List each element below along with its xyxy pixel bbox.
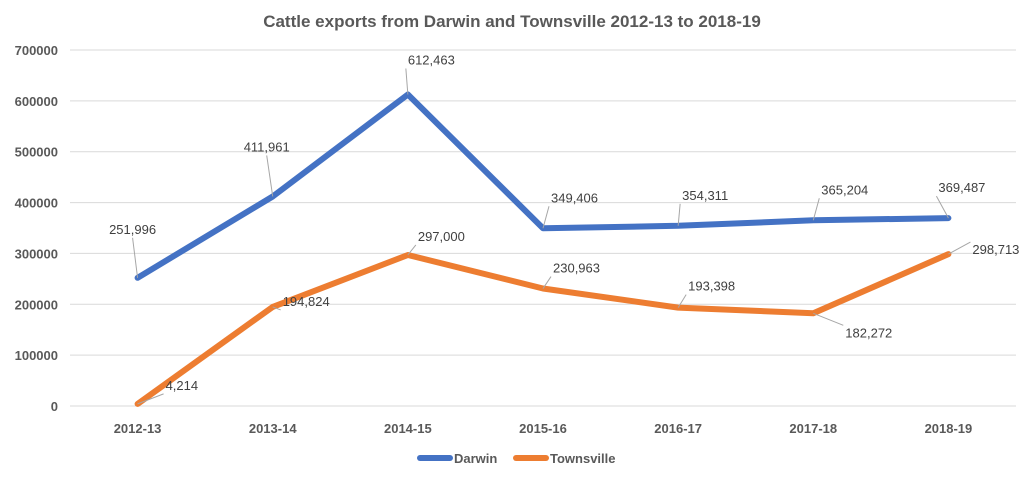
x-tick-label: 2015-16	[519, 421, 567, 436]
legend-label: Townsville	[550, 451, 616, 466]
data-labels: 251,996 411,961 612,463 349,406 354,311 365,2…	[109, 53, 1019, 405]
data-label: 411,961	[244, 139, 290, 154]
y-tick-label: 700000	[15, 43, 58, 58]
y-tick-label: 600000	[15, 94, 58, 109]
label-leader-line	[542, 276, 552, 289]
y-tick-label: 400000	[15, 196, 58, 211]
y-axis-ticks: 0 100000 200000 300000 400000 500000 600000 700…	[15, 43, 58, 414]
x-tick-label: 2017-18	[789, 421, 837, 436]
data-label: 251,996	[109, 222, 156, 237]
y-tick-label: 0	[51, 399, 58, 414]
data-label: 182,272	[845, 325, 892, 340]
y-tick-label: 100000	[15, 348, 58, 363]
label-leader-line	[405, 68, 409, 95]
legend: Darwin Townsville	[417, 451, 616, 466]
y-tick-label: 500000	[15, 145, 58, 160]
data-label: 4,214	[166, 378, 199, 393]
label-leader-line	[812, 198, 820, 221]
data-label: 612,463	[408, 53, 455, 68]
label-leader-line	[132, 237, 139, 278]
y-tick-label: 300000	[15, 246, 58, 261]
data-label: 349,406	[551, 190, 598, 205]
data-label: 194,824	[283, 294, 330, 309]
data-label: 369,487	[938, 180, 985, 195]
label-leader-line	[542, 206, 550, 229]
data-label: 230,963	[553, 261, 600, 276]
data-label: 354,311	[682, 188, 728, 203]
label-leader-line	[677, 294, 687, 308]
label-leader-line	[137, 393, 164, 405]
label-leader-line	[948, 241, 971, 255]
x-tick-label: 2016-17	[654, 421, 702, 436]
x-tick-label: 2018-19	[925, 421, 973, 436]
data-label: 193,398	[688, 279, 735, 294]
legend-label: Darwin	[454, 451, 497, 466]
data-label: 297,000	[418, 229, 465, 244]
label-leader-line	[407, 244, 417, 256]
data-label: 365,204	[821, 182, 868, 197]
label-leader-line	[935, 195, 949, 219]
chart-title: Cattle exports from Darwin and Townsvill…	[263, 12, 761, 31]
x-tick-label: 2013-14	[249, 421, 297, 436]
label-leader-line	[813, 312, 844, 326]
y-tick-label: 200000	[15, 297, 58, 312]
label-leader-line	[677, 203, 681, 226]
x-tick-label: 2012-13	[114, 421, 162, 436]
series-line-townsville	[134, 251, 952, 407]
label-leader-line	[272, 306, 281, 311]
gridlines	[70, 49, 1016, 407]
label-leader-line	[266, 155, 274, 197]
x-axis-ticks: 2012-13 2013-14 2014-15 2015-16 2016-17 2017-…	[114, 421, 973, 436]
x-tick-label: 2014-15	[384, 421, 432, 436]
data-label: 298,713	[972, 242, 1019, 257]
